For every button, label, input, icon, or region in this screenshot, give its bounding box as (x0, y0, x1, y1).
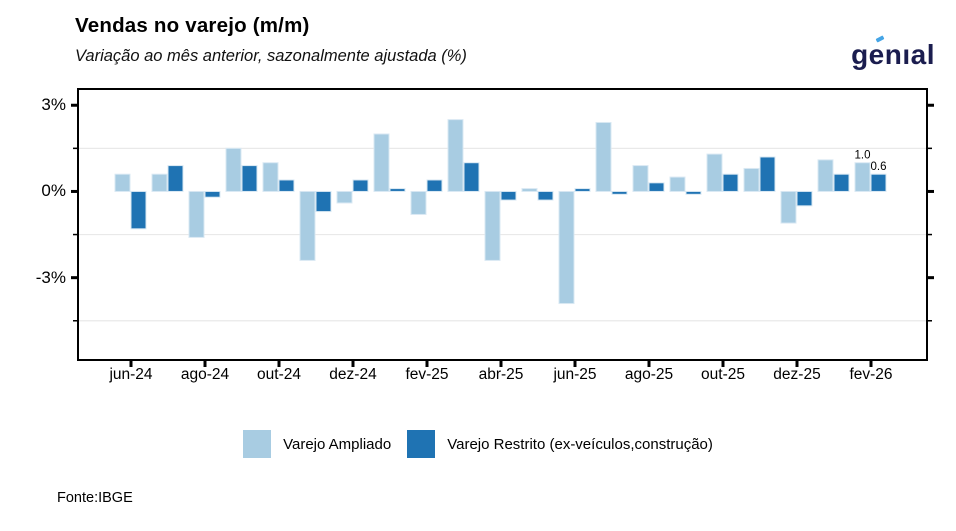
bar-ampliado-ago-24 (188, 190, 205, 238)
bar-chart-svg: 1.00.6 (71, 88, 934, 367)
bar-ampliado-set-24 (225, 147, 242, 192)
bar-value-label: 1.0 (855, 150, 871, 162)
source-note: Fonte:IBGE (57, 490, 133, 506)
bar-value-label: 0.6 (871, 161, 887, 173)
bar-ampliado-jan-26 (817, 159, 834, 192)
chart-legend: Varejo Ampliado Varejo Restrito (ex-veíc… (0, 430, 956, 458)
legend-swatch-ampliado (243, 430, 272, 458)
chart-subtitle: Variação ao mês anterior, sazonalmente a… (75, 47, 467, 65)
bar-restrito-mar-25 (463, 162, 480, 192)
bar-restrito-jun-24 (130, 190, 147, 230)
x-tick-label: fev-26 (849, 366, 893, 383)
x-tick-label: dez-24 (329, 366, 377, 383)
legend-item-varejo-restrito: Varejo Restrito (ex-veículos,construção) (407, 430, 713, 458)
genial-logo: genıal (851, 35, 935, 74)
x-tick-label: jun-24 (109, 366, 153, 383)
plot-area: 1.0 0.6 (71, 88, 934, 367)
bar-ampliado-fev-26 (854, 162, 871, 192)
y-tick-label: -3% (35, 267, 66, 287)
bar-ampliado-out-25 (706, 153, 723, 192)
x-tick-label: jun-25 (553, 366, 597, 383)
bar-restrito-fev-25 (426, 179, 443, 192)
bar-restrito-jan-25 (389, 188, 406, 192)
bar-restrito-out-24 (278, 179, 295, 192)
bar-restrito-jun-25 (574, 188, 591, 192)
bar-ampliado-jun-25 (558, 190, 575, 305)
bar-ampliado-jun-24 (114, 173, 131, 192)
bar-restrito-jan-26 (833, 173, 850, 192)
x-tick-label: fev-25 (405, 366, 449, 383)
legend-label-ampliado: Varejo Ampliado (283, 435, 392, 453)
bar-restrito-out-25 (722, 173, 739, 192)
bar-ampliado-jul-24 (151, 173, 168, 192)
bar-ampliado-out-24 (262, 162, 279, 192)
bar-ampliado-mar-25 (447, 119, 464, 192)
bar-restrito-dez-24 (352, 179, 369, 192)
bar-ampliado-dez-25 (780, 190, 797, 224)
bar-ampliado-dez-24 (336, 190, 353, 204)
bar-restrito-jul-24 (167, 165, 184, 192)
legend-label-restrito: Varejo Restrito (ex-veículos,construção) (447, 435, 713, 453)
bar-restrito-ago-24 (204, 190, 221, 198)
x-tick-label: dez-25 (773, 366, 821, 383)
bar-restrito-jul-25 (611, 190, 628, 195)
x-axis-labels: jun-24 ago-24 out-24 dez-24 fev-25 abr-25 jun-… (77, 366, 928, 388)
plot-border (77, 88, 928, 361)
bar-ampliado-ago-25 (632, 165, 649, 192)
bar-ampliado-set-25 (669, 176, 686, 192)
bar-ampliado-jul-25 (595, 121, 612, 192)
x-tick-label: ago-24 (180, 366, 230, 383)
bar-restrito-fev-26 (870, 173, 887, 192)
x-tick-label: ago-25 (624, 366, 674, 383)
bar-restrito-mai-25 (537, 190, 554, 201)
y-tick-label: 0% (41, 181, 66, 201)
x-tick-label: abr-25 (478, 366, 524, 383)
bar-ampliado-nov-24 (299, 190, 316, 261)
y-axis-labels: 3% 0% -3% (0, 88, 66, 361)
bar-ampliado-nov-25 (743, 167, 760, 192)
bar-restrito-dez-25 (796, 190, 813, 207)
bar-restrito-set-25 (685, 190, 702, 195)
bar-restrito-abr-25 (500, 190, 517, 201)
chart-title: Vendas no varejo (m/m) (75, 14, 310, 37)
bar-restrito-ago-25 (648, 182, 665, 192)
x-tick-label: out-24 (257, 366, 301, 383)
legend-item-varejo-ampliado: Varejo Ampliado (243, 430, 391, 458)
bar-ampliado-fev-25 (410, 190, 427, 215)
bar-restrito-nov-25 (759, 156, 776, 192)
x-tick-label: out-25 (701, 366, 745, 383)
bar-ampliado-abr-25 (484, 190, 501, 261)
bar-restrito-set-24 (241, 165, 258, 192)
y-tick-label: 3% (41, 95, 66, 115)
bar-restrito-nov-24 (315, 190, 332, 213)
bar-ampliado-mai-25 (521, 188, 538, 192)
bar-ampliado-jan-25 (373, 133, 390, 192)
logo-text: genıal (851, 39, 935, 70)
legend-swatch-restrito (407, 430, 436, 458)
